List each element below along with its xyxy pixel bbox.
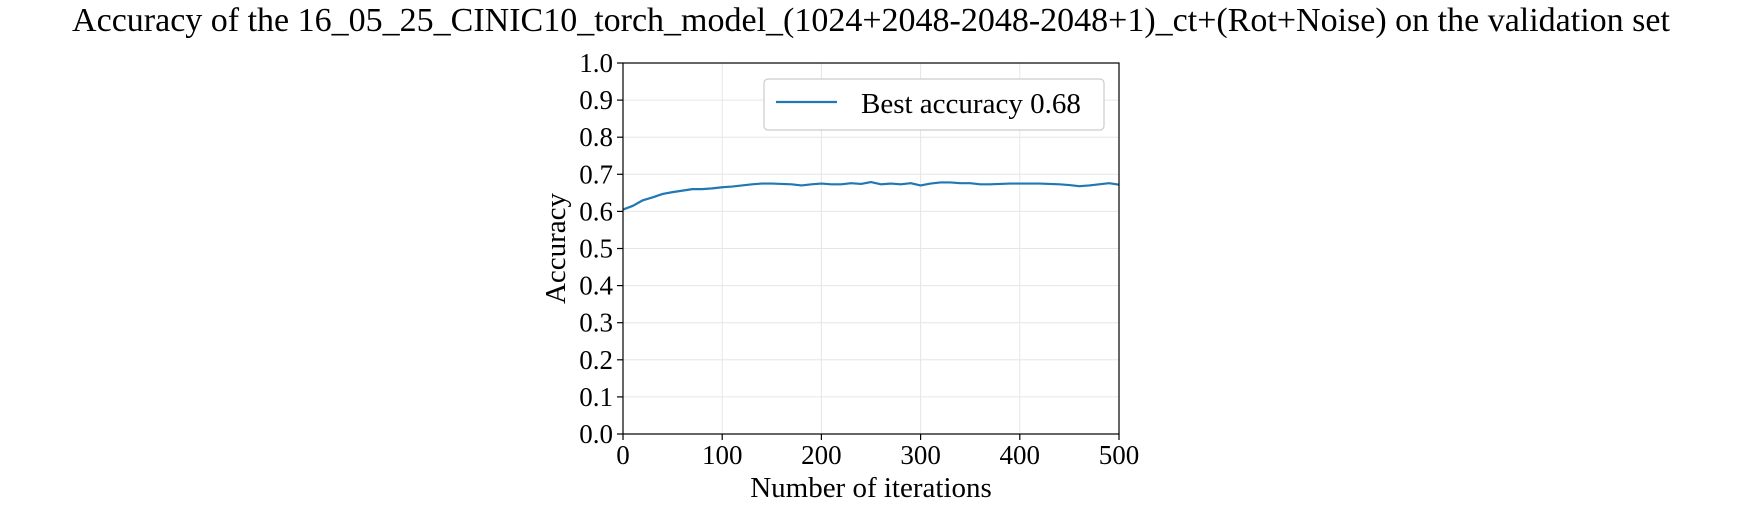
- x-tick-label: 300: [900, 440, 941, 470]
- y-tick-label: 0.7: [579, 159, 613, 189]
- x-axis-label: Number of iterations: [750, 472, 992, 504]
- y-tick-label: 0.5: [579, 234, 613, 264]
- x-tick-label: 500: [1099, 440, 1140, 470]
- y-tick-label: 0.4: [579, 271, 613, 301]
- y-tick-label: 0.2: [579, 345, 613, 375]
- y-tick-label: 0.0: [579, 419, 613, 449]
- series-layer: [622, 180, 1120, 211]
- y-tick-label: 0.9: [579, 85, 613, 115]
- plot-frame: [622, 62, 1120, 435]
- legend-box: [763, 78, 1105, 131]
- y-tick-label: 0.3: [579, 308, 613, 338]
- axis-ticks: 0.0 0.1 0.2 0.3 0.4 0.5 0.6 0.7 0.8 0.9 1.0 0 100 200…: [579, 48, 1139, 470]
- y-axis-label: Accuracy: [540, 192, 572, 304]
- x-tick-label: 400: [1000, 440, 1041, 470]
- x-tick-label: 200: [801, 440, 842, 470]
- legend-label: Best accuracy 0.68: [861, 88, 1081, 120]
- x-tick-label: 0: [616, 440, 630, 470]
- chart-title: Accuracy of the 16_05_25_CINIC10_torch_m…: [72, 2, 1670, 39]
- y-tick-label: 0.6: [579, 196, 613, 226]
- y-tick-label: 1.0: [579, 48, 613, 78]
- y-tick-label: 0.8: [579, 122, 613, 152]
- legend: Best accuracy 0.68: [763, 78, 1105, 131]
- y-tick-label: 0.1: [579, 382, 613, 412]
- x-tick-label: 100: [702, 440, 743, 470]
- series-line-0: [622, 180, 1120, 211]
